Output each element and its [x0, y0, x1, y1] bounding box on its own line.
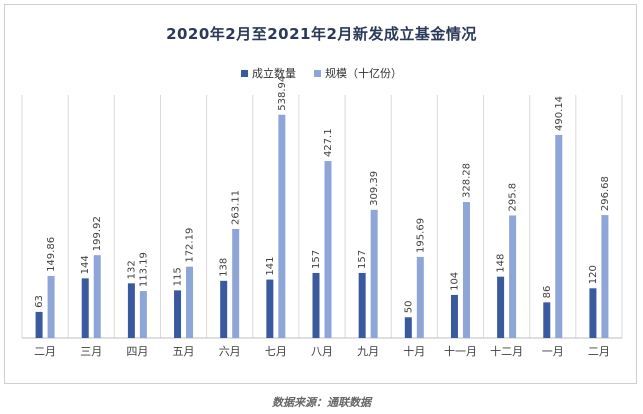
bar-count: [35, 311, 43, 338]
legend-swatch-scale: [314, 69, 321, 77]
data-label-scale: 149.86: [46, 237, 57, 272]
x-tick-label: 七月: [265, 345, 287, 358]
data-label-count: 148: [496, 254, 507, 273]
data-label-scale: 172.19: [185, 228, 196, 263]
bar-count: [174, 290, 182, 338]
data-label-count: 104: [449, 272, 460, 291]
data-label-scale: 328.28: [461, 163, 472, 198]
source-note: 数据来源：通联数据: [272, 396, 371, 409]
data-label-scale: 195.69: [415, 218, 426, 253]
bar-scale: [232, 228, 240, 338]
data-label-count: 144: [80, 255, 91, 274]
data-label-scale: 296.68: [600, 176, 611, 211]
bar-scale: [186, 266, 194, 338]
bar-count: [497, 276, 505, 338]
data-label-scale: 295.8: [508, 183, 519, 212]
bar-count: [543, 302, 551, 338]
bar-count: [127, 283, 135, 338]
data-label-scale: 263.11: [231, 190, 242, 225]
legend-swatch-count: [241, 69, 248, 77]
data-label-count: 50: [403, 301, 414, 314]
data-label-count: 138: [219, 258, 230, 277]
data-label-scale: 309.39: [369, 171, 380, 206]
bar-scale: [47, 275, 55, 338]
x-tick-label: 十二月: [490, 344, 523, 358]
data-label-count: 63: [34, 295, 45, 308]
data-label-scale: 490.14: [554, 96, 565, 131]
data-label-count: 86: [542, 286, 553, 299]
x-tick-label: 十一月: [444, 344, 477, 358]
bar-scale: [139, 291, 147, 338]
x-tick-label: 二月: [34, 345, 56, 358]
data-label-count: 115: [173, 267, 184, 286]
bar-count: [312, 272, 320, 338]
data-label-scale: 199.92: [92, 216, 103, 251]
x-tick-label: 十月: [403, 344, 425, 358]
bar-scale: [324, 161, 332, 338]
bar-scale: [93, 255, 101, 338]
bar-scale: [370, 209, 378, 338]
legend-item-scale: 规模（十亿份）: [314, 65, 402, 81]
chart-frame: 2020年2月至2021年2月新发成立基金情况 成立数量 规模（十亿份）: [4, 4, 637, 384]
bar-count: [450, 294, 458, 338]
bar-scale: [462, 201, 470, 338]
x-tick-label: 八月: [311, 345, 333, 358]
data-label-count: 141: [265, 256, 276, 275]
data-label-count: 157: [357, 250, 368, 269]
bar-scale: [416, 256, 424, 338]
bar-count: [81, 278, 89, 338]
data-label-scale: 427.1: [323, 128, 334, 157]
bar-count: [404, 317, 412, 338]
x-tick-label: 九月: [357, 345, 379, 358]
x-tick-label: 四月: [126, 345, 148, 358]
x-tick-label: 三月: [80, 345, 102, 358]
legend-item-count: 成立数量: [241, 65, 296, 81]
chart-title: 2020年2月至2021年2月新发成立基金情况: [166, 25, 477, 43]
x-tick-label: 六月: [219, 345, 241, 358]
x-tick-label: 二月: [588, 345, 610, 358]
legend: 成立数量 规模（十亿份）: [5, 65, 638, 81]
bar-scale: [509, 215, 517, 338]
bar-count: [589, 288, 597, 338]
x-tick-label: 一月: [542, 345, 564, 358]
data-label-scale: 113.19: [138, 252, 149, 287]
x-tick-label: 五月: [173, 345, 195, 358]
bar-count: [266, 279, 274, 338]
legend-label-scale: 规模（十亿份）: [325, 67, 402, 80]
bar-count: [358, 272, 366, 338]
bar-scale: [555, 134, 563, 338]
data-label-count: 157: [311, 250, 322, 269]
bar-scale: [278, 114, 286, 338]
data-label-count: 120: [588, 265, 599, 284]
data-label-count: 132: [126, 260, 137, 279]
legend-label-count: 成立数量: [252, 67, 296, 80]
bar-scale: [601, 215, 609, 338]
data-label-scale: 538.94: [277, 76, 288, 111]
bar-count: [220, 280, 228, 338]
